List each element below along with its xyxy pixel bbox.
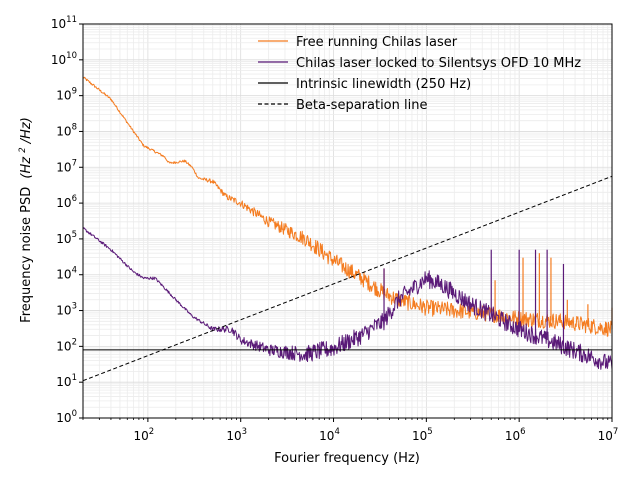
y-tick-label-exponent: 3 (72, 302, 77, 312)
y-tick-label: 104 (56, 266, 77, 282)
x-tick-label-base: 10 (134, 429, 149, 443)
legend-label-free-running: Free running Chilas laser (296, 35, 458, 50)
x-tick-label-exponent: 4 (334, 427, 339, 437)
y-tick-label: 100 (56, 409, 77, 425)
y-tick-label-base: 10 (51, 53, 66, 67)
axes-frame (82, 23, 613, 419)
y-tick-label-exponent: 8 (72, 122, 77, 132)
y-tick-label: 101 (56, 373, 77, 389)
x-axis-label: Fourier frequency (Hz) (274, 451, 420, 466)
y-axis-label: Frequency noise PSD (Hz 2 /Hz) (14, 117, 34, 323)
y-tick-label: 109 (56, 87, 77, 103)
y-axis-label-main: Frequency noise PSD (19, 187, 34, 323)
legend-label-intrinsic-linewidth: Intrinsic linewidth (250 Hz) (296, 77, 471, 92)
x-tick-label-exponent: 3 (242, 427, 247, 437)
y-tick-label-base: 10 (56, 339, 71, 353)
y-tick-label-base: 10 (56, 89, 71, 103)
y-tick-label-exponent: 11 (66, 15, 77, 25)
series-free-running (82, 76, 613, 337)
series-locked (82, 226, 613, 370)
y-tick-label-base: 10 (56, 411, 71, 425)
x-tick-label-base: 10 (319, 429, 334, 443)
y-tick-label-exponent: 9 (72, 87, 77, 97)
y-tick-label-base: 10 (56, 160, 71, 174)
x-tick-label-base: 10 (598, 429, 613, 443)
y-tick-label-base: 10 (56, 196, 71, 210)
y-axis-label-unit-open: (Hz (19, 156, 34, 179)
x-tick-label: 103 (226, 427, 247, 443)
y-tick-label: 105 (56, 230, 77, 246)
y-tick-label-exponent: 4 (72, 266, 77, 276)
y-tick-label: 103 (56, 302, 77, 318)
y-tick-label: 108 (56, 122, 77, 138)
series-beta-separation (82, 175, 613, 382)
y-tick-label-base: 10 (56, 304, 71, 318)
y-tick-label: 1011 (51, 15, 77, 31)
x-tick-label: 106 (505, 427, 526, 443)
y-tick-label: 102 (56, 337, 77, 353)
legend: Free running Chilas laser Chilas laser l… (258, 35, 581, 113)
y-tick-label-exponent: 7 (72, 158, 77, 168)
y-tick-label-exponent: 1 (72, 373, 77, 383)
y-tick-label-base: 10 (51, 17, 66, 31)
y-tick-label-base: 10 (56, 375, 71, 389)
ticks: 102 103 104 105 106 1071001011021031041051061… (51, 15, 618, 443)
x-tick-label: 102 (134, 427, 155, 443)
series-layer (82, 76, 613, 382)
x-tick-label: 105 (412, 427, 433, 443)
y-tick-label: 106 (56, 194, 77, 210)
legend-label-beta-separation: Beta-separation line (296, 98, 427, 113)
x-tick-label-base: 10 (505, 429, 520, 443)
y-tick-label-exponent: 2 (72, 337, 77, 347)
y-tick-label-exponent: 0 (72, 409, 77, 419)
x-tick-label-exponent: 7 (613, 427, 618, 437)
y-tick-label-base: 10 (56, 232, 71, 246)
y-tick-label-exponent: 5 (72, 230, 77, 240)
y-tick-label: 107 (56, 158, 77, 174)
x-tick-label-exponent: 2 (149, 427, 154, 437)
y-tick-label-base: 10 (56, 268, 71, 282)
x-tick-label: 107 (598, 427, 619, 443)
x-tick-label: 104 (319, 427, 340, 443)
y-tick-label-exponent: 6 (72, 194, 77, 204)
x-tick-label-base: 10 (226, 429, 241, 443)
y-axis-label-unit-sup: 2 (18, 147, 28, 152)
y-tick-label-exponent: 10 (66, 51, 77, 61)
y-tick-label-base: 10 (56, 124, 71, 138)
legend-label-locked: Chilas laser locked to Silentsys OFD 10 … (296, 56, 581, 71)
x-tick-label-exponent: 6 (520, 427, 525, 437)
x-tick-label-base: 10 (412, 429, 427, 443)
x-tick-label-exponent: 5 (427, 427, 432, 437)
y-tick-label: 1010 (51, 51, 77, 67)
y-axis-label-unit-tail: /Hz) (19, 117, 34, 144)
